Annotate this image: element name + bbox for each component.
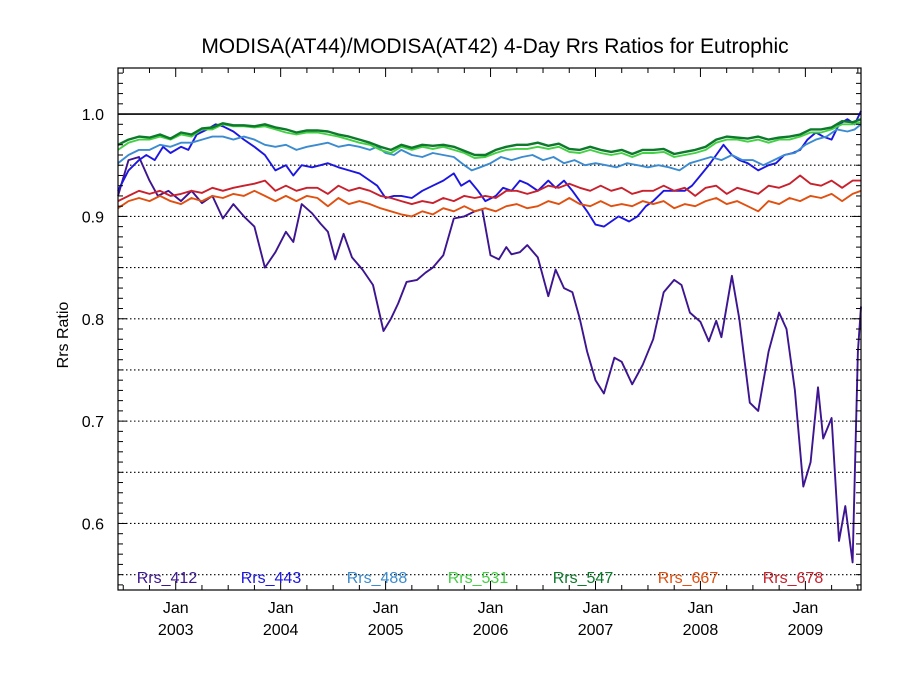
x-tick-label-month: Jan	[163, 600, 189, 617]
legend-label-rrs-531: Rrs_531	[448, 570, 509, 587]
legend-label-rrs-678: Rrs_678	[763, 570, 824, 587]
y-tick-label: 0.9	[82, 209, 104, 226]
y-tick-label: 0.8	[82, 312, 104, 329]
legend: Rrs_412 Rrs_443 Rrs_488 Rrs_531 Rrs_547 Rrs_6…	[137, 570, 824, 587]
plot-frame	[117, 67, 862, 591]
legend-label-rrs-443: Rrs_443	[241, 570, 302, 587]
x-tick-label-month: Jan	[792, 600, 818, 617]
series-line-rrs-667	[117, 189, 862, 218]
x-tick-label-month: Jan	[583, 600, 609, 617]
series-line-rrs-488	[117, 123, 862, 172]
tick-marks	[118, 68, 861, 590]
series-line-rrs-547	[117, 118, 862, 157]
y-axis-label: Rrs Ratio	[55, 302, 72, 369]
y-tick-label: 1.0	[82, 107, 104, 124]
x-tick-label-month: Jan	[688, 600, 714, 617]
x-tick-label-year: 2007	[578, 622, 614, 639]
series-layer	[117, 110, 862, 564]
x-tick-label-year: 2006	[473, 622, 509, 639]
tick-labels: 0.6 0.7 0.8 0.9 1.0 Jan 2003 Jan 2004 Jan 2005 Jan 2…	[82, 107, 824, 639]
x-tick-label-year: 2004	[263, 622, 299, 639]
y-tick-label: 0.7	[82, 414, 104, 431]
y-tick-label: 0.6	[82, 516, 104, 533]
x-tick-label-year: 2005	[368, 622, 404, 639]
series-line-rrs-412	[117, 156, 862, 564]
x-tick-label-month: Jan	[478, 600, 504, 617]
legend-label-rrs-667: Rrs_667	[658, 570, 719, 587]
legend-label-rrs-488: Rrs_488	[347, 570, 408, 587]
gridlines	[118, 113, 861, 576]
series-line-rrs-678	[117, 174, 861, 206]
x-tick-label-year: 2009	[788, 622, 824, 639]
chart-title: MODISA(AT44)/MODISA(AT42) 4-Day Rrs Rati…	[201, 35, 788, 58]
x-tick-label-month: Jan	[373, 600, 399, 617]
series-line-rrs-443	[117, 110, 862, 228]
legend-label-rrs-412: Rrs_412	[137, 570, 198, 587]
x-tick-label-year: 2008	[683, 622, 719, 639]
legend-label-rrs-547: Rrs_547	[553, 570, 614, 587]
x-tick-label-month: Jan	[268, 600, 294, 617]
x-tick-label-year: 2003	[158, 622, 194, 639]
axes	[117, 67, 862, 591]
